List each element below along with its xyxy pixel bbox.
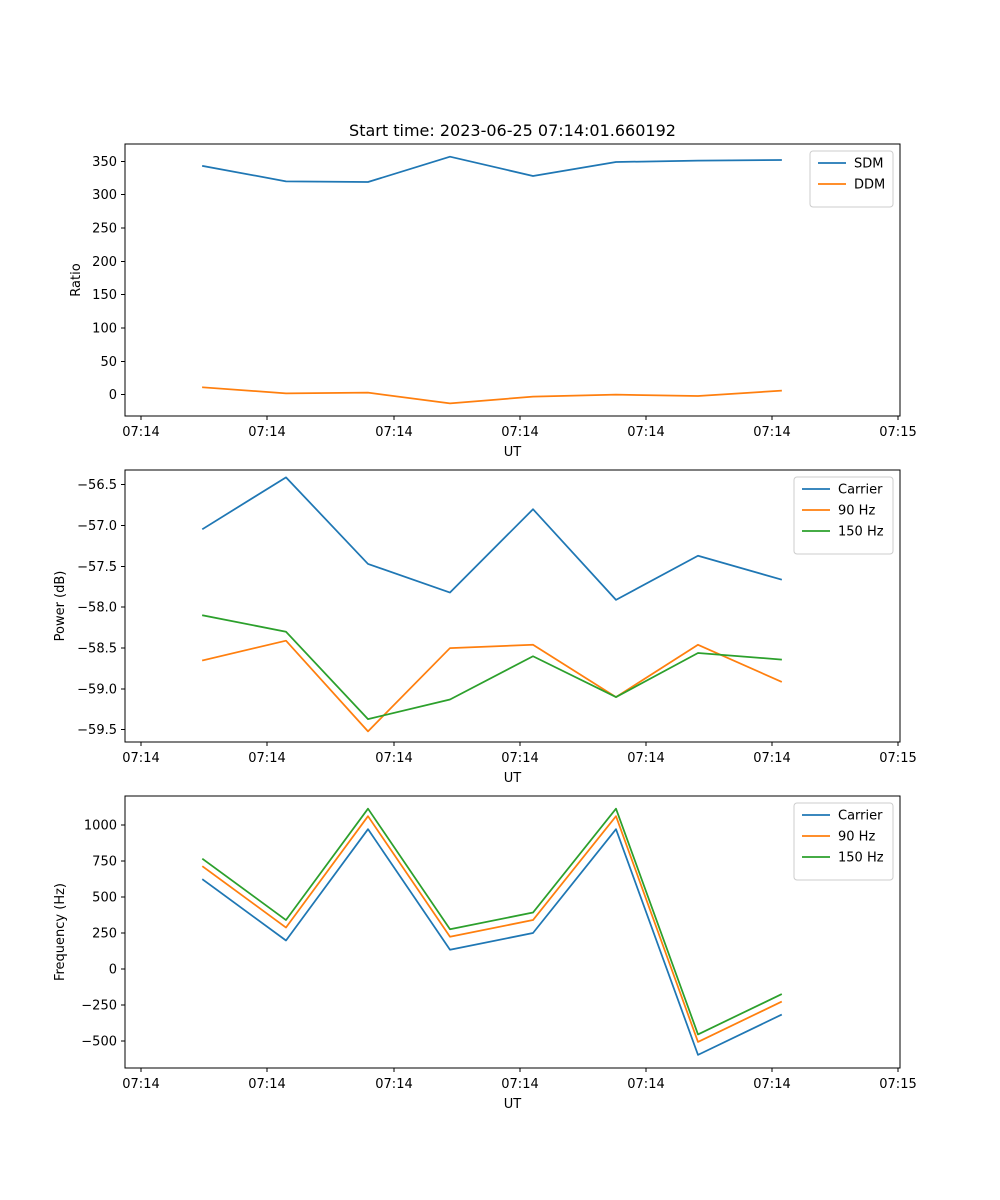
legend-label: 150 Hz <box>838 851 884 866</box>
x-tick-label: 07:14 <box>375 751 412 766</box>
legend-label: DDM <box>854 178 885 193</box>
y-tick-label: −57.0 <box>77 519 117 534</box>
y-tick-label: 250 <box>92 927 117 942</box>
y-tick-label: 200 <box>92 255 117 270</box>
legend: Carrier 90 Hz 150 Hz <box>793 802 894 881</box>
chart-panel-3: −500 −250 0 250 500 750 1000 07:14 07:14 07:14 07:… <box>53 795 917 1112</box>
chart-panel-2: −59.5 −59.0 −58.5 −58.0 −57.5 −57.0 −56.5 07:14… <box>53 469 917 786</box>
y-tick-label: 1000 <box>84 818 117 833</box>
plot-frame <box>124 469 901 743</box>
x-tick-label: 07:14 <box>375 1077 412 1092</box>
x-tick-label: 07:14 <box>248 751 285 766</box>
y-tick-label: −58.0 <box>77 601 117 616</box>
y-tick-label: −59.0 <box>77 682 117 697</box>
x-tick-label: 07:14 <box>248 1077 285 1092</box>
y-axis-label: Power (dB) <box>53 571 68 642</box>
legend-label: SDM <box>854 157 883 172</box>
y-tick-label: 0 <box>109 963 117 978</box>
x-tick-label: 07:14 <box>501 1077 538 1092</box>
y-tick-label: 0 <box>109 388 117 403</box>
y-tick-label: 250 <box>92 222 117 237</box>
y-tick-label: −58.5 <box>77 642 117 657</box>
x-tick-label: 07:14 <box>753 751 790 766</box>
legend-label: 90 Hz <box>838 504 875 519</box>
series-line-sdm <box>201 155 782 183</box>
y-tick-label: 750 <box>92 854 117 869</box>
series-line-carrier <box>201 828 783 1056</box>
series-line-ddm <box>202 386 782 405</box>
x-tick-label: 07:14 <box>627 425 664 440</box>
y-tick-label: −59.5 <box>77 723 117 738</box>
legend-label: Carrier <box>838 483 883 498</box>
x-tick-label: 07:14 <box>627 1077 664 1092</box>
y-tick-label: −500 <box>81 1035 117 1050</box>
legend-label: 90 Hz <box>838 830 875 845</box>
legend-label: 150 Hz <box>838 525 884 540</box>
series-line-90-hz <box>201 815 783 1043</box>
y-tick-label: −250 <box>81 999 117 1014</box>
x-tick-label: 07:14 <box>122 425 159 440</box>
series-line-90-hz <box>201 639 783 733</box>
x-tick-label: 07:14 <box>627 751 664 766</box>
y-tick-label: 350 <box>92 155 117 170</box>
plot-frame <box>124 143 901 417</box>
legend: Carrier 90 Hz 150 Hz <box>793 476 894 555</box>
x-tick-label: 07:15 <box>879 425 916 440</box>
x-tick-label: 07:14 <box>501 425 538 440</box>
x-tick-label: 07:14 <box>753 425 790 440</box>
legend: SDM DDM <box>809 150 894 208</box>
chart-panel-1: Start time: 2023-06-25 07:14:01.660192 0 5… <box>69 121 917 460</box>
x-tick-label: 07:14 <box>248 425 285 440</box>
y-axis-label: Ratio <box>69 263 84 296</box>
y-tick-label: 50 <box>100 355 117 370</box>
y-tick-label: 100 <box>92 322 117 337</box>
y-axis-label: Frequency (Hz) <box>53 883 68 981</box>
series-line-150-hz <box>201 807 783 1036</box>
chart-title: Start time: 2023-06-25 07:14:01.660192 <box>349 121 676 140</box>
y-tick-label: 150 <box>92 288 117 303</box>
x-tick-label: 07:14 <box>753 1077 790 1092</box>
x-tick-label: 07:14 <box>122 751 159 766</box>
y-tick-label: −56.5 <box>77 478 117 493</box>
x-axis-label: UT <box>504 445 522 460</box>
legend-box <box>793 476 894 555</box>
legend-label: Carrier <box>838 809 883 824</box>
y-tick-label: −57.5 <box>77 560 117 575</box>
legend-box <box>809 150 894 208</box>
x-axis-label: UT <box>504 771 522 786</box>
x-tick-label: 07:14 <box>122 1077 159 1092</box>
series-line-150-hz <box>201 614 782 721</box>
y-tick-label: 500 <box>92 890 117 905</box>
x-tick-label: 07:14 <box>501 751 538 766</box>
x-tick-label: 07:15 <box>879 1077 916 1092</box>
series-line-carrier <box>201 476 783 601</box>
plot-frame <box>124 795 901 1069</box>
y-tick-label: 300 <box>92 188 117 203</box>
x-tick-label: 07:15 <box>879 751 916 766</box>
legend-box <box>793 802 894 881</box>
x-axis-label: UT <box>504 1097 522 1112</box>
x-tick-label: 07:14 <box>375 425 412 440</box>
